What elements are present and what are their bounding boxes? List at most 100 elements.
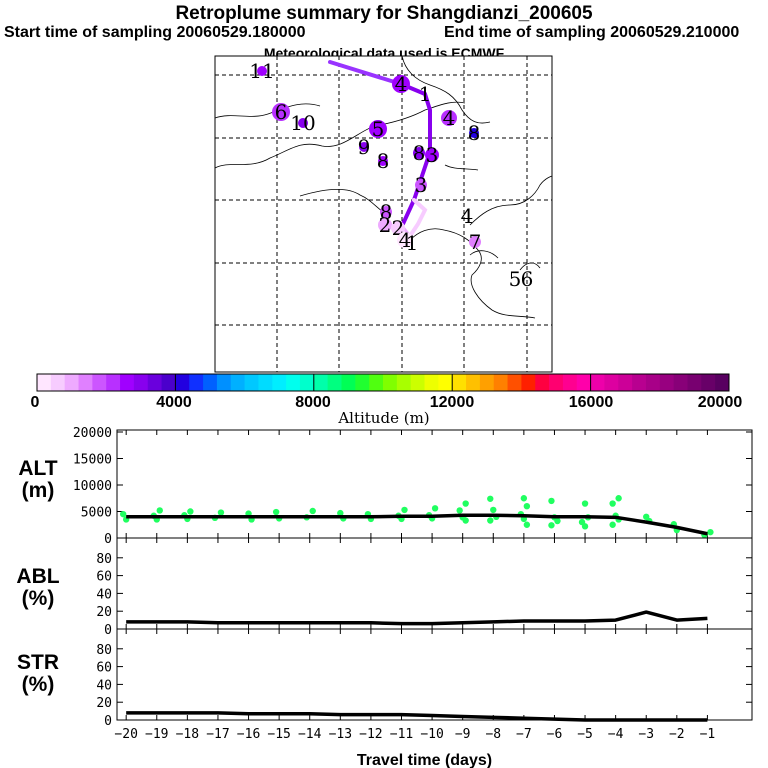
xtick-label-15: −5 bbox=[577, 727, 593, 742]
colorbar-swatch-15 bbox=[244, 374, 259, 391]
abl-ytick-label-4: 80 bbox=[96, 552, 112, 567]
colorbar-swatch-23 bbox=[355, 374, 370, 391]
end-time-label: End time of sampling 20060529.210000 bbox=[444, 24, 740, 41]
map-marker-10 bbox=[425, 148, 439, 162]
xtick-label-3: −17 bbox=[206, 727, 229, 742]
alt-scatter-point-5 bbox=[187, 508, 194, 515]
colorbar-swatch-39 bbox=[576, 374, 592, 391]
colorbar-swatch-42 bbox=[618, 374, 633, 391]
map-marker-label-8: 4 bbox=[443, 106, 456, 130]
map-marker-16 bbox=[397, 232, 413, 248]
alt-scatter-point-8 bbox=[217, 509, 225, 516]
map-marker-label-5: 8 bbox=[377, 149, 390, 173]
colorbar-swatch-37 bbox=[549, 374, 564, 391]
alt-label-line1: ALT bbox=[18, 457, 58, 480]
colorbar-swatch-26 bbox=[396, 374, 412, 391]
colorbar-swatch-48 bbox=[701, 374, 716, 391]
alt-scatter-point-16 bbox=[337, 509, 344, 517]
alt-ytick-label-1: 5000 bbox=[81, 506, 112, 521]
colorbar-swatch-7 bbox=[133, 374, 149, 391]
alt-scatter-point-33 bbox=[487, 517, 494, 524]
map-marker-label-6: 4 bbox=[395, 72, 408, 96]
alt-scatter-point-51 bbox=[609, 521, 616, 528]
colorbar-swatch-49 bbox=[715, 374, 730, 391]
alt-scatter-point-43 bbox=[581, 500, 589, 507]
alt-scatter-point-41 bbox=[554, 517, 561, 525]
map-marker-19 bbox=[469, 236, 481, 248]
map-marker-label-12: 3 bbox=[415, 173, 428, 197]
xtick-label-8: −12 bbox=[359, 727, 382, 742]
colorbar-swatch-30 bbox=[452, 374, 467, 391]
str-panel-label: STR (%) bbox=[8, 652, 68, 696]
colorbar-swatch-11 bbox=[189, 374, 204, 391]
alt-scatter-point-29 bbox=[462, 517, 469, 524]
xtick-label-16: −4 bbox=[608, 727, 624, 742]
colorbar-tick-8000: 8000 bbox=[295, 394, 331, 411]
xtick-label-13: −7 bbox=[516, 727, 532, 742]
xtick-label-19: −1 bbox=[700, 727, 716, 742]
alt-scatter-point-27 bbox=[456, 507, 463, 514]
str-ytick-label-2: 40 bbox=[96, 678, 112, 693]
alt-scatter-point-14 bbox=[309, 507, 316, 515]
str-ytick-label-1: 20 bbox=[96, 696, 112, 711]
alt-scatter-point-2 bbox=[156, 507, 163, 514]
map-marker-label-4: 9 bbox=[358, 135, 371, 159]
colorbar-swatch-14 bbox=[230, 374, 246, 391]
colorbar-swatch-33 bbox=[493, 374, 509, 391]
colorbar-swatch-6 bbox=[120, 374, 135, 391]
colorbar-tick-20000: 20000 bbox=[697, 394, 743, 411]
str-ytick-label-0: 0 bbox=[104, 714, 112, 729]
map-marker-3 bbox=[369, 120, 387, 138]
colorbar-swatch-13 bbox=[216, 374, 232, 391]
str-label-line1: STR bbox=[17, 651, 59, 674]
colorbar-swatch-0 bbox=[37, 374, 52, 391]
xtick-label-0: −20 bbox=[114, 727, 137, 742]
chart-title: Retroplume summary for Shangdianzi_20060… bbox=[175, 3, 593, 24]
map-marker-label-21: 6 bbox=[521, 267, 534, 291]
map-marker-8 bbox=[441, 110, 457, 126]
map-marker-label-0: 11 bbox=[249, 59, 274, 83]
alt-scatter-point-35 bbox=[523, 503, 531, 510]
colorbar-swatch-20 bbox=[313, 374, 329, 391]
map-marker-13 bbox=[380, 206, 392, 218]
xtick-label-4: −16 bbox=[237, 727, 260, 742]
xtick-label-5: −15 bbox=[267, 727, 290, 742]
map-marker-9 bbox=[469, 128, 479, 138]
xtick-label-17: −3 bbox=[638, 727, 654, 742]
abl-ytick-label-1: 20 bbox=[96, 605, 112, 620]
alt-scatter-point-39 bbox=[548, 497, 555, 505]
colorbar-swatch-21 bbox=[327, 374, 342, 391]
map-marker-4 bbox=[359, 142, 369, 152]
map-marker-0 bbox=[257, 66, 267, 76]
alt-ytick-label-3: 15000 bbox=[73, 453, 112, 468]
colorbar-label: Altitude (m) bbox=[338, 409, 430, 427]
colorbar-tick-4000: 4000 bbox=[156, 394, 192, 411]
alt-scatter-point-48 bbox=[609, 500, 616, 507]
colorbar-swatch-3 bbox=[78, 374, 93, 391]
alt-scatter-point-20 bbox=[401, 506, 408, 514]
colorbar-swatch-12 bbox=[203, 374, 218, 391]
abl-ytick-label-2: 40 bbox=[96, 587, 112, 602]
colorbar-tick-16000: 16000 bbox=[568, 394, 614, 411]
xtick-label-12: −8 bbox=[485, 727, 501, 742]
colorbar-swatch-45 bbox=[659, 374, 675, 391]
alt-ytick-label-2: 10000 bbox=[73, 479, 112, 494]
colorbar-swatch-25 bbox=[383, 374, 398, 391]
colorbar-swatch-32 bbox=[479, 374, 495, 391]
map-marker-label-16: 4 bbox=[399, 228, 412, 252]
colorbar-swatch-46 bbox=[673, 374, 688, 391]
map-marker-label-19: 7 bbox=[469, 230, 482, 254]
xtick-label-1: −19 bbox=[145, 727, 168, 742]
xtick-label-18: −2 bbox=[669, 727, 685, 742]
alt-frame bbox=[116, 429, 753, 539]
alt-panel: 0 5000 10000 15000 20000 bbox=[73, 426, 753, 547]
alt-scatter-point-23 bbox=[431, 505, 439, 512]
alt-scatter-point-34 bbox=[520, 495, 528, 502]
map-marker-label-13: 8 bbox=[380, 200, 393, 224]
colorbar-swatch-8 bbox=[147, 374, 163, 391]
alt-scatter-point-56 bbox=[707, 528, 714, 536]
colorbar-swatch-27 bbox=[410, 374, 426, 391]
abl-panel-label: ABL (%) bbox=[8, 566, 68, 610]
